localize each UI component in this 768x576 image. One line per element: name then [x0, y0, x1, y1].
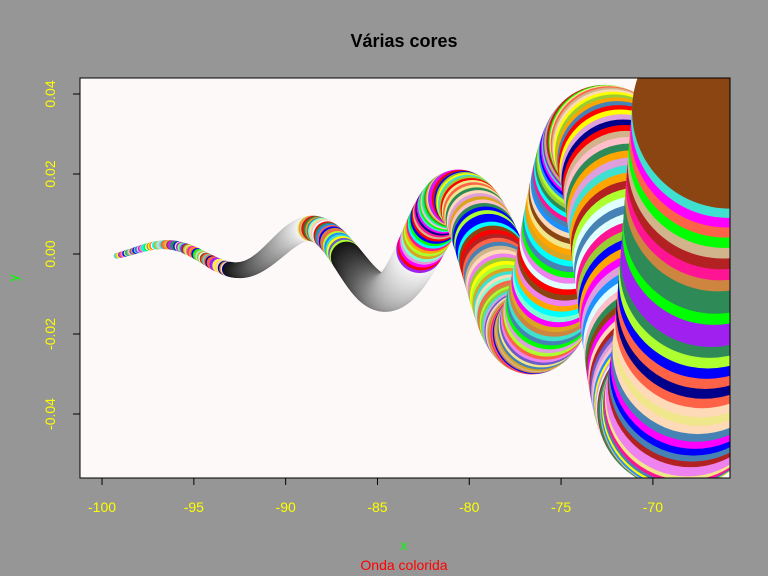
y-tick-label: 0.04: [42, 80, 58, 107]
x-tick-label: -80: [459, 499, 479, 515]
y-tick-label: 0.00: [42, 240, 58, 267]
x-tick-label: -100: [88, 499, 116, 515]
x-tick-label: -90: [276, 499, 296, 515]
y-tick-label: -0.02: [42, 318, 58, 350]
y-axis: -0.04 -0.02 0.00 0.02 0.04: [42, 80, 81, 430]
y-axis-label: y: [5, 275, 21, 282]
chart-title: Várias cores: [350, 31, 457, 51]
chart-subtitle: Onda colorida: [360, 557, 447, 573]
x-axis: -100 -95 -90 -85 -80 -75 -70: [88, 477, 663, 515]
data-point: [632, 78, 730, 209]
x-tick-label: -95: [184, 499, 204, 515]
x-tick-label: -70: [643, 499, 663, 515]
x-tick-label: -85: [367, 499, 387, 515]
y-tick-label: 0.02: [42, 160, 58, 187]
data-marks: [113, 78, 730, 478]
y-tick-label: -0.04: [42, 398, 58, 430]
x-axis-label: x: [401, 537, 408, 553]
x-tick-label: -75: [551, 499, 571, 515]
